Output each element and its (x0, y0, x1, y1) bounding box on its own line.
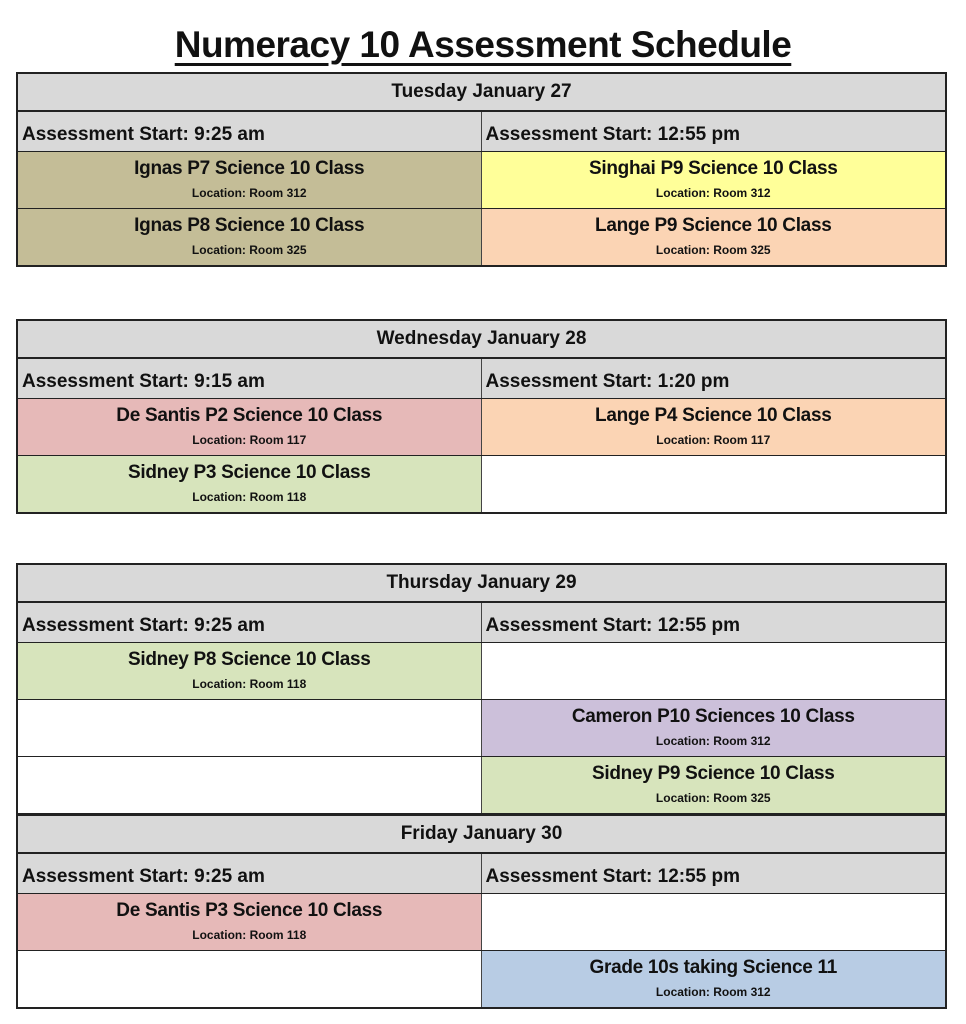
start-times-row: Assessment Start: 9:15 am Assessment Star… (18, 359, 945, 399)
class-row: Ignas P8 Science 10 Class Location: Room … (18, 209, 945, 265)
class-row: Sidney P9 Science 10 Class Location: Room… (18, 757, 945, 814)
class-name: Cameron P10 Sciences 10 Class (571, 706, 855, 727)
assessment-start-time: Assessment Start: 12:55 pm (481, 112, 945, 151)
class-cell: Ignas P8 Science 10 Class Location: Room … (18, 209, 482, 265)
empty-cell (482, 643, 946, 699)
start-times-row: Assessment Start: 9:25 am Assessment Star… (18, 854, 945, 894)
class-name: De Santis P2 Science 10 Class (116, 405, 383, 426)
day-header: Thursday January 29 (18, 565, 945, 603)
empty-cell (18, 757, 482, 813)
class-cell: Grade 10s taking Science 11 Location: Roo… (481, 951, 945, 1007)
class-name: Singhai P9 Science 10 Class (588, 158, 838, 179)
class-location: Location: Room 325 (655, 243, 771, 257)
class-name: Grade 10s taking Science 11 (589, 957, 838, 978)
assessment-start-time: Assessment Start: 12:55 pm (481, 603, 945, 642)
day-header: Tuesday January 27 (18, 74, 945, 112)
class-location: Location: Room 325 (191, 243, 307, 257)
class-name: Sidney P8 Science 10 Class (127, 649, 371, 670)
class-location: Location: Room 118 (192, 490, 307, 504)
class-name: Ignas P8 Science 10 Class (134, 215, 365, 236)
class-location: Location: Room 312 (655, 985, 771, 999)
class-cell: De Santis P3 Science 10 Class Location: R… (18, 894, 482, 950)
class-row: Sidney P3 Science 10 Class Location: Room… (18, 456, 945, 512)
class-cell: Ignas P7 Science 10 Class Location: Room … (18, 152, 482, 208)
schedule-block-2: Wednesday January 28 Assessment Start: 9:… (16, 319, 947, 514)
class-location: Location: Room 118 (192, 928, 307, 942)
assessment-start-time: Assessment Start: 1:20 pm (481, 359, 945, 398)
day-header: Wednesday January 28 (18, 321, 945, 359)
class-name: Sidney P3 Science 10 Class (127, 462, 371, 483)
schedule-block-3: Thursday January 29 Assessment Start: 9:2… (16, 563, 947, 1009)
class-row: Sidney P8 Science 10 Class Location: Room… (18, 643, 945, 700)
class-cell: Sidney P3 Science 10 Class Location: Room… (18, 456, 482, 512)
class-row: Ignas P7 Science 10 Class Location: Room … (18, 152, 945, 209)
day-header: Friday January 30 (18, 814, 945, 854)
assessment-start-time: Assessment Start: 12:55 pm (481, 854, 945, 893)
class-location: Location: Room 117 (656, 433, 771, 447)
class-row: De Santis P3 Science 10 Class Location: R… (18, 894, 945, 951)
class-cell: Singhai P9 Science 10 Class Location: Roo… (481, 152, 945, 208)
class-cell: Sidney P9 Science 10 Class Location: Room… (481, 757, 945, 813)
empty-cell (482, 894, 946, 950)
empty-cell (18, 951, 482, 1007)
empty-cell (482, 456, 946, 512)
class-location: Location: Room 312 (191, 186, 307, 200)
class-row: Grade 10s taking Science 11 Location: Roo… (18, 951, 945, 1007)
class-cell: Sidney P8 Science 10 Class Location: Room… (18, 643, 482, 699)
class-cell: Lange P9 Science 10 Class Location: Room … (481, 209, 945, 265)
class-location: Location: Room 118 (192, 677, 307, 691)
page-title: Numeracy 10 Assessment Schedule (0, 24, 966, 66)
class-cell: De Santis P2 Science 10 Class Location: R… (18, 399, 482, 455)
assessment-start-time: Assessment Start: 9:25 am (18, 854, 482, 893)
class-row: Cameron P10 Sciences 10 Class Location: R… (18, 700, 945, 757)
class-location: Location: Room 325 (655, 791, 771, 805)
start-times-row: Assessment Start: 9:25 am Assessment Star… (18, 603, 945, 643)
class-name: De Santis P3 Science 10 Class (116, 900, 383, 921)
assessment-start-time: Assessment Start: 9:25 am (18, 112, 482, 151)
class-name: Lange P9 Science 10 Class (595, 215, 832, 236)
schedule-block-1: Tuesday January 27 Assessment Start: 9:25… (16, 72, 947, 267)
assessment-start-time: Assessment Start: 9:15 am (18, 359, 482, 398)
empty-cell (18, 700, 482, 756)
class-cell: Cameron P10 Sciences 10 Class Location: R… (481, 700, 945, 756)
class-location: Location: Room 312 (655, 186, 771, 200)
class-location: Location: Room 117 (192, 433, 307, 447)
class-cell: Lange P4 Science 10 Class Location: Room … (481, 399, 945, 455)
assessment-start-time: Assessment Start: 9:25 am (18, 603, 482, 642)
class-name: Ignas P7 Science 10 Class (134, 158, 365, 179)
page-title-text: Numeracy 10 Assessment Schedule (174, 24, 792, 65)
start-times-row: Assessment Start: 9:25 am Assessment Star… (18, 112, 945, 152)
class-row: De Santis P2 Science 10 Class Location: R… (18, 399, 945, 456)
class-name: Lange P4 Science 10 Class (595, 405, 832, 426)
class-location: Location: Room 312 (655, 734, 771, 748)
class-name: Sidney P9 Science 10 Class (591, 763, 835, 784)
